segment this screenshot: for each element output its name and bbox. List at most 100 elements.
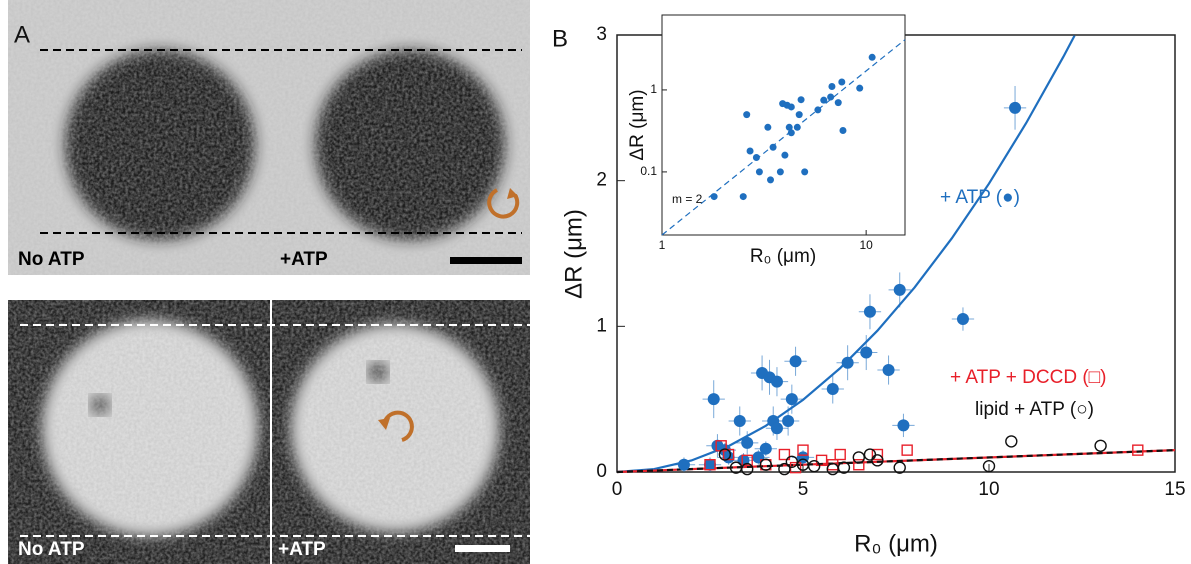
data-point xyxy=(789,355,802,368)
y-tick-label: 0 xyxy=(596,461,607,482)
data-point xyxy=(838,78,846,86)
data-point xyxy=(677,458,690,471)
data-point xyxy=(741,436,754,449)
data-point xyxy=(871,454,884,467)
data-point xyxy=(722,448,735,461)
y-tick-label: 3 xyxy=(596,24,607,45)
data-point xyxy=(704,458,716,471)
data-point xyxy=(722,451,735,464)
y-axis-label: ΔR (μm) xyxy=(627,89,648,160)
data-point xyxy=(868,53,876,61)
image-bottom xyxy=(8,300,530,564)
x-tick-label: 15 xyxy=(1164,479,1185,500)
data-point xyxy=(893,461,906,474)
image-top xyxy=(8,0,530,275)
image-label: +ATP xyxy=(278,539,326,560)
panel-label: B xyxy=(552,25,568,52)
data-point xyxy=(834,99,842,107)
data-point xyxy=(797,444,809,456)
data-point xyxy=(863,448,877,461)
data-point xyxy=(901,444,913,456)
data-point xyxy=(897,419,910,432)
data-point xyxy=(860,346,873,359)
x-tick-label: 10 xyxy=(859,238,873,252)
data-point xyxy=(787,129,795,137)
plot-area xyxy=(661,39,906,236)
data-point xyxy=(776,168,784,176)
data-point xyxy=(793,123,801,131)
annotation: + ATP (●) xyxy=(940,187,1020,208)
data-point xyxy=(837,461,851,474)
data-point xyxy=(759,458,772,471)
data-point xyxy=(752,153,760,161)
annotation: m = 2 xyxy=(672,192,703,206)
y-tick-label: 1 xyxy=(650,82,657,96)
data-point xyxy=(759,442,772,455)
data-point xyxy=(1132,444,1144,456)
plot-frame xyxy=(661,14,906,236)
data-point xyxy=(787,103,795,111)
data-point xyxy=(1009,101,1022,114)
data-point xyxy=(882,364,895,377)
y-tick-label: 2 xyxy=(596,170,607,191)
data-point xyxy=(766,176,774,184)
data-point xyxy=(852,451,865,464)
data-point xyxy=(856,84,864,92)
annotation: + ATP + DCCD (□) xyxy=(950,367,1106,388)
data-point xyxy=(893,283,906,296)
data-point xyxy=(956,313,969,326)
data-point xyxy=(827,459,839,471)
data-point xyxy=(785,123,793,131)
data-point xyxy=(707,393,720,406)
image-label: No ATP xyxy=(18,539,85,560)
data-point xyxy=(764,123,772,131)
data-point xyxy=(710,193,718,201)
panel-label: A xyxy=(14,21,30,48)
data-point xyxy=(839,126,847,134)
data-point xyxy=(718,448,732,461)
data-point xyxy=(815,454,828,467)
data-point xyxy=(769,143,777,151)
data-point xyxy=(782,415,795,428)
annotation: lipid + ATP (○) xyxy=(975,399,1094,420)
image-label: No ATP xyxy=(18,249,85,270)
data-point xyxy=(1005,435,1018,448)
x-tick-label: 10 xyxy=(978,479,999,500)
data-point xyxy=(797,96,805,104)
fit-line xyxy=(616,35,1076,474)
plot-area xyxy=(616,35,1176,476)
data-point xyxy=(743,111,751,119)
data-point xyxy=(826,382,839,395)
data-point xyxy=(820,96,828,104)
data-point xyxy=(741,454,753,467)
data-point xyxy=(853,459,865,471)
data-point xyxy=(739,193,747,201)
data-point xyxy=(785,393,798,406)
x-axis-label: R₀ (μm) xyxy=(854,530,938,557)
data-point xyxy=(770,375,783,388)
data-point xyxy=(863,305,876,318)
data-point xyxy=(841,356,854,369)
data-point xyxy=(741,462,754,476)
data-point xyxy=(778,448,791,461)
data-point xyxy=(1094,439,1107,452)
data-point xyxy=(807,459,821,473)
fit-line xyxy=(661,39,906,236)
data-point xyxy=(746,147,754,155)
data-point xyxy=(770,422,783,435)
data-point xyxy=(827,93,835,101)
data-point xyxy=(733,415,746,428)
data-point xyxy=(982,459,996,473)
x-axis-label: R₀ (μm) xyxy=(750,246,816,267)
image-label: +ATP xyxy=(280,249,328,270)
x-tick-label: 5 xyxy=(798,479,809,500)
data-point xyxy=(781,151,789,159)
data-point xyxy=(755,168,763,176)
data-point xyxy=(785,455,799,469)
y-tick-label: 0.1 xyxy=(640,164,657,178)
data-point xyxy=(814,106,822,114)
y-axis-label: ΔR (μm) xyxy=(560,209,587,299)
x-tick-label: 0 xyxy=(612,479,623,500)
data-point xyxy=(834,448,846,461)
